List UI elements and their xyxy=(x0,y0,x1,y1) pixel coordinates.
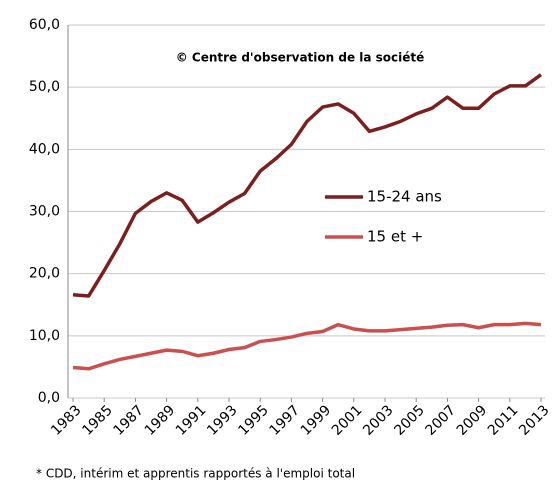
x-tick-label: 1989 xyxy=(142,402,179,439)
x-tick-label: 2007 xyxy=(423,402,460,439)
x-tick-label: 2003 xyxy=(360,402,397,439)
x-tick-label: 1997 xyxy=(267,402,304,439)
line-series xyxy=(72,73,543,298)
line-series xyxy=(72,321,542,371)
y-tick-label: 20,0 xyxy=(29,266,60,282)
x-tick-label: 1983 xyxy=(48,402,85,439)
legend-label: 15 et + xyxy=(367,228,423,246)
y-tick-label: 0,0 xyxy=(38,390,60,406)
x-tick-label: 2011 xyxy=(485,402,522,439)
y-tick-label: 10,0 xyxy=(29,328,60,344)
y-tick-label: 50,0 xyxy=(29,79,60,95)
x-tick-label: 1985 xyxy=(79,402,116,439)
x-tick-label: 2001 xyxy=(329,402,366,439)
legend-label: 15-24 ans xyxy=(367,188,442,206)
x-tick-label: 1993 xyxy=(204,402,241,439)
y-tick-label: 30,0 xyxy=(29,204,60,220)
x-tick-label: 1991 xyxy=(173,402,210,439)
x-tick-label: 1999 xyxy=(298,402,335,439)
annotation: © Centre d'observation de la société xyxy=(176,51,425,65)
x-tick-label: 2005 xyxy=(391,402,428,439)
x-tick-label: 1995 xyxy=(235,402,272,439)
footnote: * CDD, intérim et apprentis rapportés à … xyxy=(36,467,355,481)
x-tick-label: 1987 xyxy=(111,402,148,439)
y-tick-label: 60,0 xyxy=(29,17,60,33)
x-tick-label: 2013 xyxy=(516,402,552,439)
y-tick-label: 40,0 xyxy=(29,141,60,157)
x-tick-label: 2009 xyxy=(454,402,491,439)
